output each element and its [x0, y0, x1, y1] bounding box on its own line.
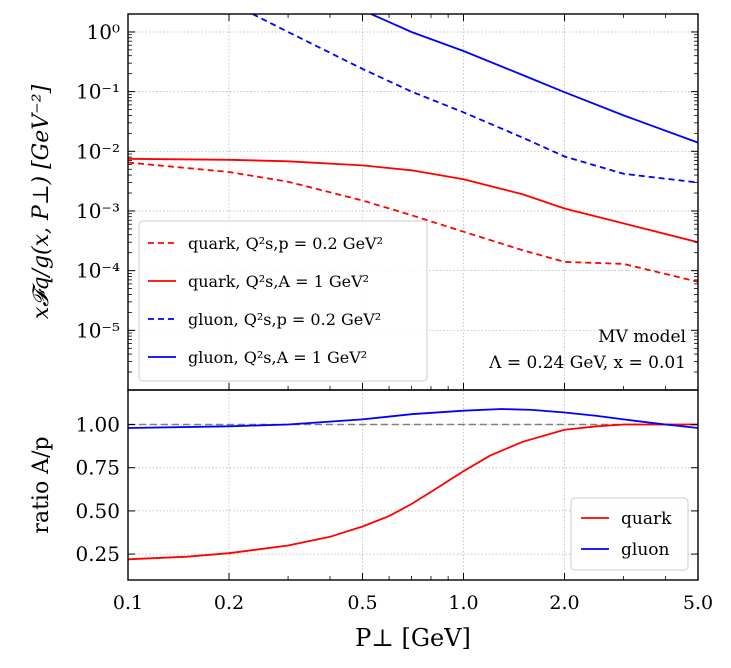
bottom-legend-label: quark	[621, 509, 672, 529]
bottom-y-tick-label: 0.50	[75, 499, 120, 523]
axis-tick-labels: 0.1 0.2 0.5 1.0 2.0 5.0 10⁰ 10⁻¹ 10⁻² 10⁻³ 10⁻⁴ 10⁻…	[75, 20, 713, 614]
bottom-panel-series	[128, 408, 698, 561]
top-y-tick-label: 10⁻²	[76, 139, 120, 163]
top-series-line-0	[128, 161, 698, 283]
annotation-line-1: MV model	[598, 327, 686, 347]
top-panel-series	[128, 14, 698, 283]
bottom-y-tick-label: 1.00	[75, 413, 120, 437]
top-legend: quark, Q²s,p = 0.2 GeV² quark, Q²s,A = 1 …	[138, 220, 428, 382]
top-legend-label: quark, Q²s,A = 1 GeV²	[188, 272, 369, 291]
bottom-series-line-0	[128, 423, 698, 561]
top-y-tick-label: 10⁻¹	[76, 80, 120, 104]
top-y-tick-label: 10⁻³	[76, 199, 120, 223]
x-tick-label: 5.0	[683, 592, 713, 614]
top-y-tick-label: 10⁰	[87, 20, 120, 44]
top-legend-label: gluon, Q²s,A = 1 GeV²	[188, 348, 367, 367]
top-series-line-3	[370, 14, 698, 144]
x-tick-label: 2.0	[549, 592, 579, 614]
bottom-legend-label: gluon	[621, 540, 670, 560]
xlabel: P⊥ [GeV]	[355, 624, 471, 652]
top-legend-label: gluon, Q²s,p = 0.2 GeV²	[188, 310, 381, 329]
top-legend-box	[138, 220, 428, 382]
top-legend-label: quark, Q²s,p = 0.2 GeV²	[188, 234, 383, 253]
x-tick-label: 0.5	[347, 592, 377, 614]
bottom-legend-box	[570, 497, 689, 571]
bottom-y-tick-label: 0.75	[75, 456, 120, 480]
x-tick-label: 0.1	[113, 592, 143, 614]
bottom-y-tick-label: 0.25	[75, 542, 120, 566]
top-series-line-1	[128, 157, 698, 244]
top-y-tick-label: 10⁻⁵	[76, 318, 120, 342]
x-tick-label: 0.2	[214, 592, 244, 614]
bottom-legend: quark gluon	[570, 497, 689, 571]
top-y-tick-label: 10⁻⁴	[76, 259, 120, 283]
annotation-line-2: Λ = 0.24 GeV, x = 0.01	[488, 353, 686, 373]
top-ylabel: x𝓕q/g(x, P⊥) [GeV⁻²]	[29, 84, 54, 319]
bottom-ylabel: ratio A/p	[29, 436, 54, 533]
top-series-line-2	[252, 14, 698, 184]
x-tick-label: 1.0	[448, 592, 478, 614]
bottom-panel-frame	[127, 389, 699, 581]
bottom-series-line-1	[128, 408, 698, 429]
